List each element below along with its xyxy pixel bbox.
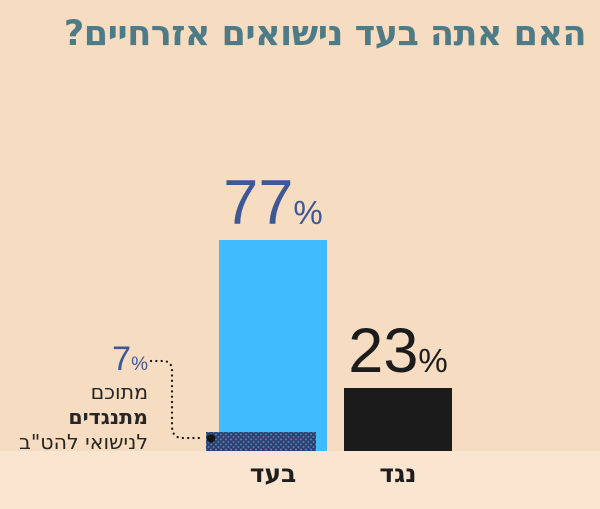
category-label-against: נגד bbox=[379, 459, 417, 488]
baseline-footer-strip bbox=[0, 451, 600, 509]
percent-sign: % bbox=[293, 194, 323, 231]
value-for-number: 77 bbox=[223, 168, 294, 238]
annotation-value: 7% bbox=[0, 342, 148, 376]
connector-dotted-path bbox=[149, 359, 204, 440]
annotation-line: מתוכם bbox=[90, 380, 148, 404]
value-against-number: 23 bbox=[348, 316, 419, 386]
annotation-number: 7 bbox=[112, 340, 132, 378]
category-label-for: בעד bbox=[249, 459, 297, 488]
bar-against bbox=[344, 388, 452, 451]
chart-title: האם אתה בעד נישואים אזרחיים? bbox=[63, 14, 587, 54]
percent-sign: % bbox=[418, 342, 448, 379]
annotation-callout: 7% מתוכם מתנגדים לנישואי להט"ב bbox=[0, 342, 148, 455]
value-label-against: 23% bbox=[324, 320, 472, 383]
value-label-for: 77% bbox=[199, 172, 347, 235]
lgbt-opposed-segment bbox=[206, 432, 316, 451]
bar-for bbox=[219, 240, 327, 451]
annotation-line-bold: מתנגדים bbox=[68, 405, 148, 429]
annotation-line: לנישואי להט"ב bbox=[19, 430, 148, 454]
percent-sign: % bbox=[131, 354, 148, 375]
